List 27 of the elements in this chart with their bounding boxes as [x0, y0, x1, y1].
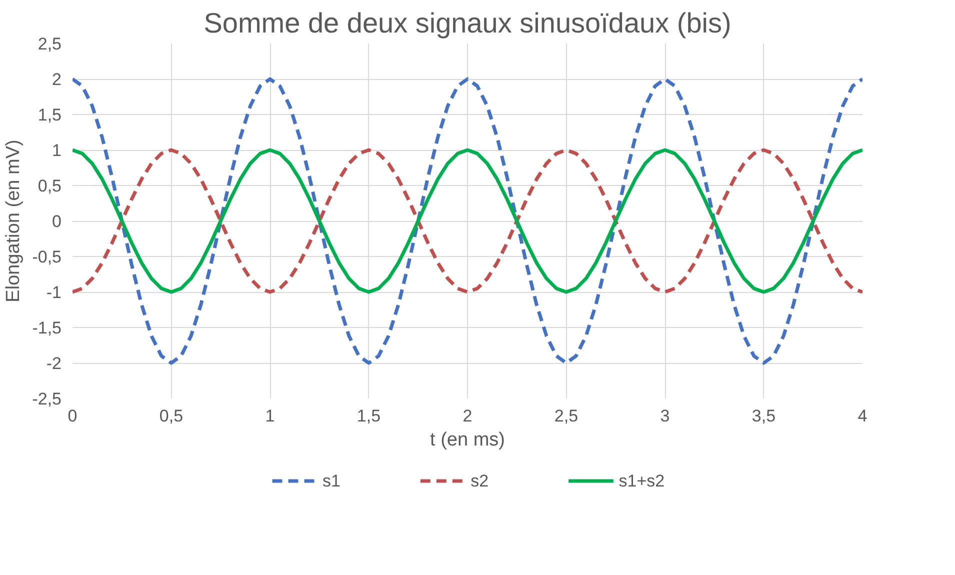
legend-label: s1+s2 [618, 472, 665, 490]
x-tick-label: 0 [68, 406, 78, 426]
y-tick-label: -2,5 [32, 390, 62, 408]
y-axis-title: Elongation (en mV) [3, 140, 24, 302]
legend-label: s1 [322, 472, 340, 490]
y-tick-label: 0 [52, 212, 62, 231]
y-tick-label: 2,5 [38, 34, 62, 54]
y-tick-label: -1 [46, 283, 62, 302]
x-tick-label: 3,5 [752, 406, 776, 426]
x-tick-label: 1,5 [356, 406, 381, 426]
y-tick-label: -0,5 [32, 248, 62, 266]
x-axis-title: t (en ms) [430, 430, 505, 450]
y-tick-label: 2 [52, 70, 62, 89]
y-tick-label: 0,5 [38, 176, 62, 196]
y-tick-label: -1,5 [32, 318, 62, 338]
y-tick-label: -2 [46, 354, 62, 373]
legend-label: s2 [470, 472, 489, 490]
x-tick-label: 1 [265, 406, 275, 426]
x-tick-label: 0,5 [159, 406, 184, 426]
x-tick-label: 4 [858, 406, 868, 426]
chart-title: Somme de deux signaux sinusoïdaux (bis) [204, 8, 732, 38]
y-tick-label: 1 [52, 141, 62, 160]
y-tick-label: 1,5 [38, 106, 62, 124]
x-tick-label: 3 [660, 406, 670, 426]
x-tick-label: 2,5 [554, 406, 578, 426]
x-tick-label: 2 [462, 406, 472, 426]
line-series [72, 148, 862, 294]
